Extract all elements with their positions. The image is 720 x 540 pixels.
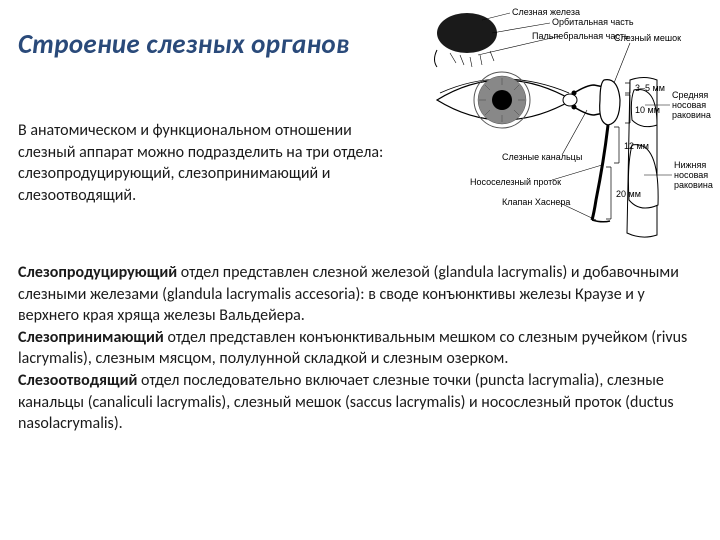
lacrimal-gland-icon <box>437 13 497 53</box>
term-3: Слезоотводящий <box>18 371 137 390</box>
label-middle-concha-1: Средняя <box>672 90 708 100</box>
body-text: Слезопродуцирующий отдел представлен сле… <box>18 262 708 435</box>
nasal-cavity-icon <box>627 78 658 238</box>
lacrimal-sac-icon <box>600 80 620 125</box>
label-middle-concha-3: раковина <box>672 110 711 120</box>
eye-icon <box>437 72 577 128</box>
label-m20: 20 мм <box>616 189 641 199</box>
label-m10: 10 мм <box>635 105 660 115</box>
page-title: Строение слезных органов <box>18 28 350 61</box>
term-2: Слезопринимающий <box>18 328 164 347</box>
label-lower-concha-1: Нижняя <box>674 160 706 170</box>
label-gland: Слезная железа <box>512 7 580 17</box>
intro-paragraph: В анатомическом и функциональном отношен… <box>18 120 398 206</box>
label-nasolacrimal: Нососелезный проток <box>470 177 561 187</box>
label-canaliculi: Слезные канальцы <box>502 152 582 162</box>
label-lower-concha-3: раковина <box>674 180 713 190</box>
label-m35: 3–5 мм <box>635 83 665 93</box>
label-sac: Слезный мешок <box>614 33 681 43</box>
label-hasner: Клапан Хаснера <box>502 197 570 207</box>
term-1: Слезопродуцирующий <box>18 263 177 282</box>
label-orbital: Орбитальная часть <box>552 17 634 27</box>
label-lower-concha-2: носовая <box>674 170 708 180</box>
label-middle-concha-2: носовая <box>672 100 706 110</box>
lacrimal-diagram: Слезная железа Орбитальная часть Пальпеб… <box>382 5 715 250</box>
label-m12: 12 мм <box>624 141 649 151</box>
nasolacrimal-duct-icon <box>592 125 608 220</box>
